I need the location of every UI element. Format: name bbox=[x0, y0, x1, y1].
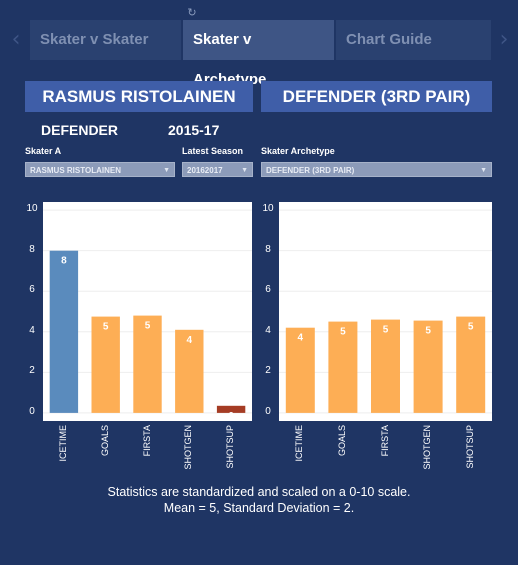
bar-icetime[interactable] bbox=[285, 327, 315, 413]
bar-goals[interactable] bbox=[328, 321, 358, 413]
x-tick-label: GOALS bbox=[99, 425, 110, 457]
bar-icetime[interactable] bbox=[49, 250, 79, 413]
x-tick-label: SHOTSUP bbox=[464, 425, 475, 469]
y-tick-label: 8 bbox=[29, 243, 35, 255]
skater-archetype-dropdown[interactable]: DEFENDER (3RD PAIR) ▼ bbox=[261, 162, 492, 177]
skater-chart-svg: 8 5 5 4 0 bbox=[43, 209, 252, 421]
tab-skater-v-archetype[interactable]: Skater v Archetype bbox=[183, 20, 334, 88]
tab-chart-guide[interactable]: Chart Guide bbox=[336, 20, 491, 60]
y-tick-label: 10 bbox=[26, 203, 38, 215]
y-axis-right: 0 2 4 6 8 10 bbox=[261, 202, 279, 421]
y-tick-label: 2 bbox=[265, 365, 271, 377]
x-tick-label: ICETIME bbox=[294, 425, 305, 462]
footnote: Statistics are standardized and scaled o… bbox=[0, 484, 518, 516]
bar-value-label: 5 bbox=[383, 325, 389, 336]
y-tick-label: 6 bbox=[29, 284, 35, 296]
bar-value-label: 4 bbox=[187, 335, 193, 346]
y-tick-label: 2 bbox=[29, 365, 35, 377]
archetype-bar-chart: 4 5 5 5 5 bbox=[279, 202, 492, 421]
footnote-line-1: Statistics are standardized and scaled o… bbox=[107, 485, 411, 499]
bar-shotgen[interactable] bbox=[175, 329, 204, 413]
skater-bar-chart: 8 5 5 4 0 bbox=[43, 202, 252, 421]
latest-season-dropdown[interactable]: 20162017 ▼ bbox=[182, 162, 253, 177]
x-tick-label: SHOTGEN bbox=[183, 425, 194, 470]
bar-value-label: 5 bbox=[103, 322, 109, 333]
bar-shotsup[interactable] bbox=[456, 316, 486, 413]
x-tick-label: ICETIME bbox=[57, 425, 68, 462]
bar-value-label: 5 bbox=[468, 322, 474, 333]
position-text: DEFENDER bbox=[41, 122, 119, 138]
footnote-line-2: Mean = 5, Standard Deviation = 2. bbox=[163, 501, 355, 515]
x-tick-label: FIRSTA bbox=[379, 425, 390, 457]
x-tick-label: FIRSTA bbox=[141, 425, 152, 457]
bar-value-label: 5 bbox=[425, 326, 431, 337]
bar-goals[interactable] bbox=[91, 316, 120, 413]
skater-a-label: Skater A bbox=[25, 146, 62, 156]
bar-shotgen[interactable] bbox=[413, 320, 443, 413]
x-axis-right: ICETIME GOALS FIRSTA SHOTGEN SHOTSUP bbox=[279, 421, 492, 471]
y-tick-label: 0 bbox=[29, 405, 35, 417]
chevron-down-icon: ▼ bbox=[241, 167, 248, 174]
bar-value-label: 5 bbox=[340, 327, 346, 338]
skater-a-value: RASMUS RISTOLAINEN bbox=[30, 166, 121, 175]
bar-value-label: 8 bbox=[61, 256, 67, 267]
skater-archetype-label: Skater Archetype bbox=[261, 146, 335, 156]
tab-skater-v-skater[interactable]: Skater v Skater bbox=[30, 20, 181, 60]
reload-icon[interactable]: ↻ bbox=[187, 7, 197, 19]
latest-season-value: 20162017 bbox=[187, 166, 223, 175]
nav-left-arrow-icon[interactable]: ‹ bbox=[11, 27, 21, 52]
x-tick-label: GOALS bbox=[336, 425, 347, 457]
bar-value-label: 4 bbox=[298, 333, 304, 344]
y-axis-left: 0 2 4 6 8 10 bbox=[25, 202, 43, 421]
x-tick-label: SHOTGEN bbox=[422, 425, 433, 470]
skater-a-dropdown[interactable]: RASMUS RISTOLAINEN ▼ bbox=[25, 162, 175, 177]
chevron-down-icon: ▼ bbox=[480, 167, 487, 174]
bar-value-label: 5 bbox=[145, 321, 151, 332]
skater-title: RASMUS RISTOLAINEN bbox=[25, 81, 253, 112]
season-text: 2015-17 bbox=[168, 122, 220, 138]
y-tick-label: 4 bbox=[29, 324, 35, 336]
archetype-chart-svg: 4 5 5 5 5 bbox=[279, 209, 492, 414]
skater-archetype-value: DEFENDER (3RD PAIR) bbox=[266, 166, 355, 175]
archetype-title: DEFENDER (3RD PAIR) bbox=[261, 81, 492, 112]
y-tick-label: 8 bbox=[265, 243, 271, 255]
y-tick-label: 6 bbox=[265, 284, 271, 296]
latest-season-label: Latest Season bbox=[182, 146, 244, 156]
tab-bar: Skater v Skater Skater v Archetype Chart… bbox=[30, 20, 493, 88]
chevron-down-icon: ▼ bbox=[163, 167, 170, 174]
bar-value-label: 0 bbox=[228, 411, 234, 421]
bar-firsta[interactable] bbox=[371, 319, 400, 413]
x-axis-left: ICETIME GOALS FIRSTA SHOTGEN SHOTSUP bbox=[43, 421, 252, 471]
bar-firsta[interactable] bbox=[133, 315, 162, 413]
y-tick-label: 0 bbox=[265, 405, 271, 417]
bar-shotsup[interactable] bbox=[216, 405, 246, 413]
nav-right-arrow-icon[interactable]: › bbox=[499, 27, 509, 52]
x-tick-label: SHOTSUP bbox=[225, 425, 236, 469]
y-tick-label: 10 bbox=[262, 203, 274, 215]
y-tick-label: 4 bbox=[265, 324, 271, 336]
